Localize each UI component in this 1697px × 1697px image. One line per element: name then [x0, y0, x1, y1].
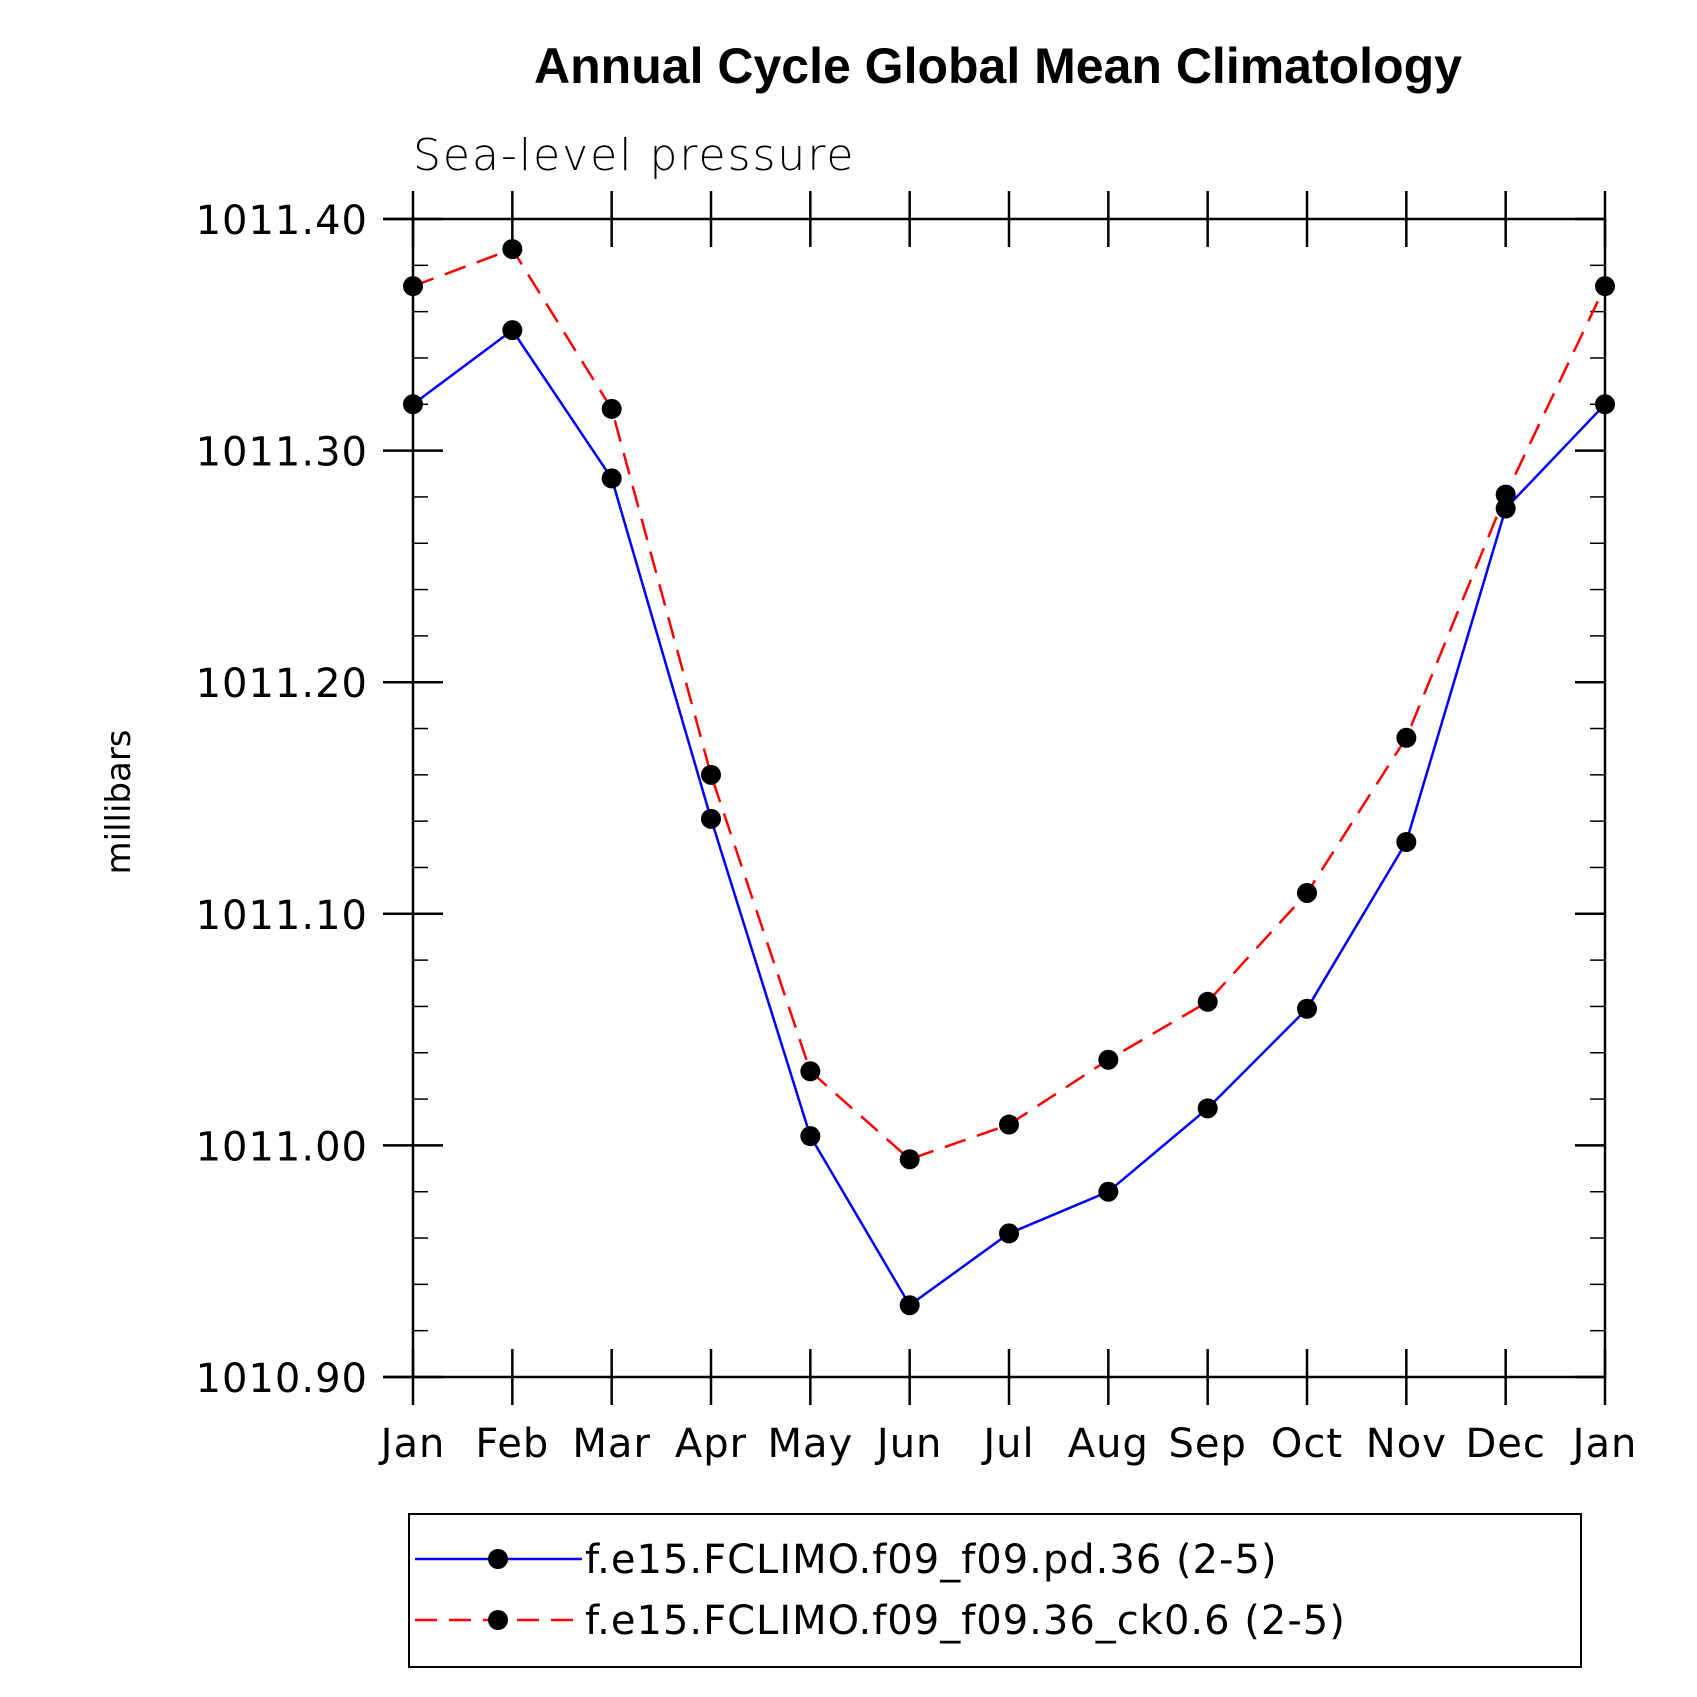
legend-marker-2 [488, 1610, 508, 1630]
data-point-series-2 [1297, 882, 1317, 903]
axis-ticks [383, 191, 1607, 1405]
data-point-series-1 [502, 320, 523, 341]
data-point-series-2 [800, 1061, 821, 1082]
chart-title: Annual Cycle Global Mean Climatology [534, 38, 1462, 94]
y-tick-label: 1011.40 [196, 198, 368, 244]
plot-border [411, 217, 1607, 1379]
legend-box [408, 1513, 1582, 1668]
y-tick-label: 1010.90 [196, 1356, 368, 1402]
x-tick-label: Jan [1570, 1421, 1638, 1467]
x-tick-label: Aug [1068, 1421, 1149, 1467]
y-tick-label: 1011.20 [196, 661, 368, 707]
y-tick-label: 1011.10 [196, 893, 368, 939]
data-point-series-2 [1495, 484, 1516, 505]
legend: f.e15.FCLIMO.f09_f09.pd.36 (2-5) f.e15.FC… [408, 1513, 1582, 1668]
data-point-series-2 [899, 1149, 920, 1170]
data-point-series-1 [1197, 1098, 1218, 1119]
x-tick-label: Jun [874, 1421, 943, 1467]
data-point-series-2 [502, 239, 523, 260]
data-point-series-2 [999, 1114, 1019, 1135]
series-lines [412, 247, 1607, 1308]
legend-label-1: f.e15.FCLIMO.f09_f09.pd.36 (2-5) [585, 1537, 1278, 1583]
data-point-series-2 [403, 276, 423, 297]
x-tick-label: May [767, 1421, 853, 1467]
data-point-series-1 [1495, 498, 1516, 519]
x-tick-label: Oct [1271, 1421, 1343, 1467]
x-tick-label: Feb [475, 1421, 549, 1467]
data-point-series-1 [899, 1295, 920, 1316]
series-line-2 [412, 247, 1607, 1161]
x-tick-labels: Jan Feb Mar Apr May Jun Jul Aug Sep Oct Nov Dec Jan [378, 1421, 1638, 1467]
y-axis-label: millibars [99, 729, 139, 874]
x-tick-label: Jan [378, 1421, 446, 1467]
x-tick-label: Dec [1465, 1421, 1545, 1467]
x-tick-label: Sep [1168, 1421, 1246, 1467]
data-point-series-1 [403, 394, 423, 415]
data-point-series-2 [1197, 991, 1218, 1012]
x-tick-label: Nov [1366, 1421, 1447, 1467]
data-point-series-1 [1396, 832, 1417, 853]
x-tick-label: Apr [675, 1421, 747, 1467]
data-point-series-1 [1098, 1181, 1119, 1202]
data-point-series-1 [800, 1126, 821, 1147]
data-point-series-2 [1098, 1049, 1119, 1070]
chart-subtitle: Sea-level pressure [413, 130, 856, 181]
y-tick-labels: 1011.40 1011.30 1011.20 1011.10 1011.00 1010.… [196, 198, 368, 1402]
data-point-series-2 [701, 764, 721, 785]
data-point-series-1 [701, 808, 721, 829]
x-tick-label: Mar [572, 1421, 650, 1467]
x-tick-label: Jul [980, 1421, 1034, 1467]
y-tick-label: 1011.00 [196, 1124, 368, 1170]
series-line-1 [412, 328, 1606, 1308]
y-tick-label: 1011.30 [196, 430, 368, 476]
data-point-series-1 [1297, 998, 1317, 1019]
data-point-series-2 [1595, 276, 1615, 297]
legend-label-2: f.e15.FCLIMO.f09_f09.36_ck0.6 (2-5) [585, 1598, 1346, 1644]
data-point-series-2 [601, 398, 622, 419]
data-point-series-2 [1396, 727, 1417, 748]
series-markers [403, 239, 1615, 1316]
plot-frame [411, 217, 1607, 1379]
data-point-series-1 [999, 1223, 1019, 1244]
legend-marker-1 [488, 1549, 508, 1569]
data-point-series-1 [601, 468, 622, 489]
data-point-series-1 [1595, 394, 1615, 415]
